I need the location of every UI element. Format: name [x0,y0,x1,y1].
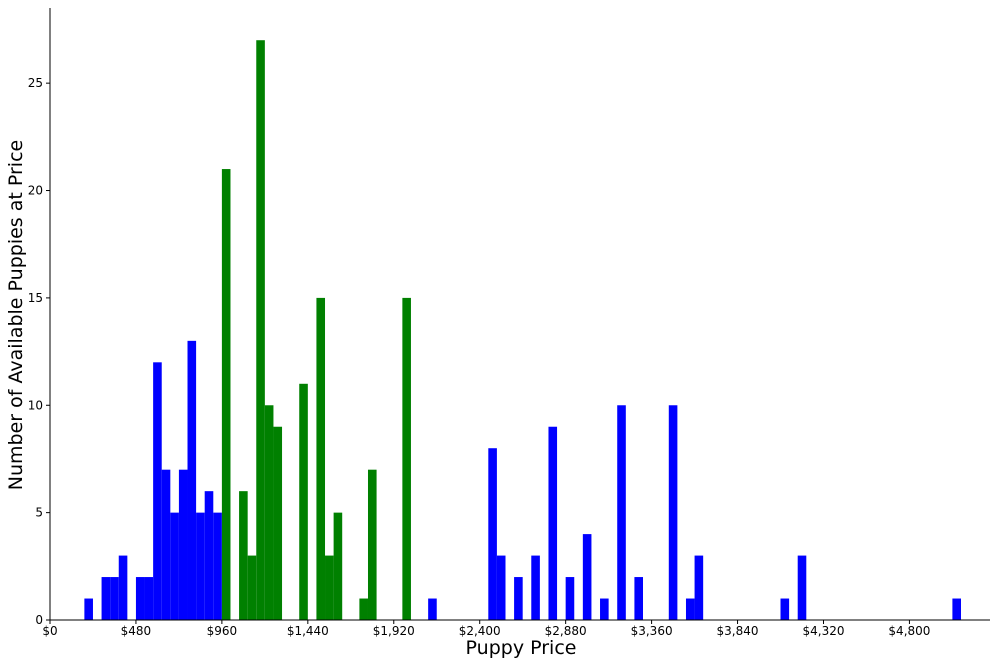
histogram-bar [135,577,145,620]
x-tick-label: $480 [121,624,152,638]
y-axis-ticks: 0 5 10 15 20 25 [28,76,50,627]
histogram-bar [316,297,326,620]
histogram-bar [170,512,179,620]
x-tick-label: $2,880 [545,624,587,638]
histogram-bar [780,598,790,620]
x-tick-label: $4,800 [888,624,930,638]
histogram-bar [213,512,222,620]
x-tick-label: $2,400 [459,624,501,638]
histogram-bar [600,598,609,620]
histogram-bar [153,362,162,620]
y-tick-label: 10 [28,398,43,412]
histogram-bar [144,577,154,620]
histogram-bar [428,598,437,620]
x-tick-label: $3,840 [717,624,759,638]
histogram-bar [582,534,592,620]
histogram-bar [496,555,506,620]
histogram-bar [514,577,523,620]
x-axis-label: Puppy Price [466,637,577,659]
histogram-bar [617,405,626,620]
histogram-bar [101,577,111,620]
histogram-bar [221,169,231,621]
histogram-bar [161,469,171,620]
histogram-bar [239,491,248,620]
histogram-bar [84,598,93,620]
histogram-bar [402,297,411,620]
bars-layer [84,40,961,621]
histogram-bar [668,405,678,620]
histogram-bar [196,512,205,620]
histogram-bar [797,555,807,620]
histogram-bar [299,383,308,620]
histogram-bar [178,469,188,620]
histogram-bar [634,577,644,620]
histogram-bar [273,426,283,620]
histogram-bar [118,555,128,620]
x-tick-label: $1,440 [287,624,329,638]
y-tick-label: 20 [28,184,43,198]
histogram-bar [247,555,257,620]
histogram-bar [325,555,334,620]
histogram-bar [531,555,540,620]
histogram-bar [694,555,704,620]
y-tick-label: 0 [35,613,43,627]
histogram-bar [952,598,961,620]
histogram-bar [685,598,695,620]
histogram-bar [367,469,377,620]
y-tick-label: 15 [28,291,43,305]
histogram-bar [565,577,575,620]
histogram-bar [256,40,265,621]
x-tick-label: $0 [42,624,57,638]
histogram-bar [110,577,119,620]
histogram-bar [333,512,343,620]
histogram-bar [548,426,558,620]
y-axis-label: Number of Available Puppies at Price [5,140,27,490]
histogram-bar [264,405,274,620]
x-axis-ticks: $0 $480 $960 $1,440 $1,920 $2,400 $2,880 $3,360… [42,620,930,638]
histogram-bar [204,491,214,620]
x-tick-label: $1,920 [373,624,415,638]
x-tick-label: $3,360 [631,624,673,638]
x-tick-label: $4,320 [802,624,844,638]
histogram-bar [488,448,497,620]
y-tick-label: 25 [28,76,43,90]
x-tick-label: $960 [207,624,238,638]
histogram-bar [359,598,368,620]
y-tick-label: 5 [35,506,43,520]
histogram-bar [187,340,197,620]
